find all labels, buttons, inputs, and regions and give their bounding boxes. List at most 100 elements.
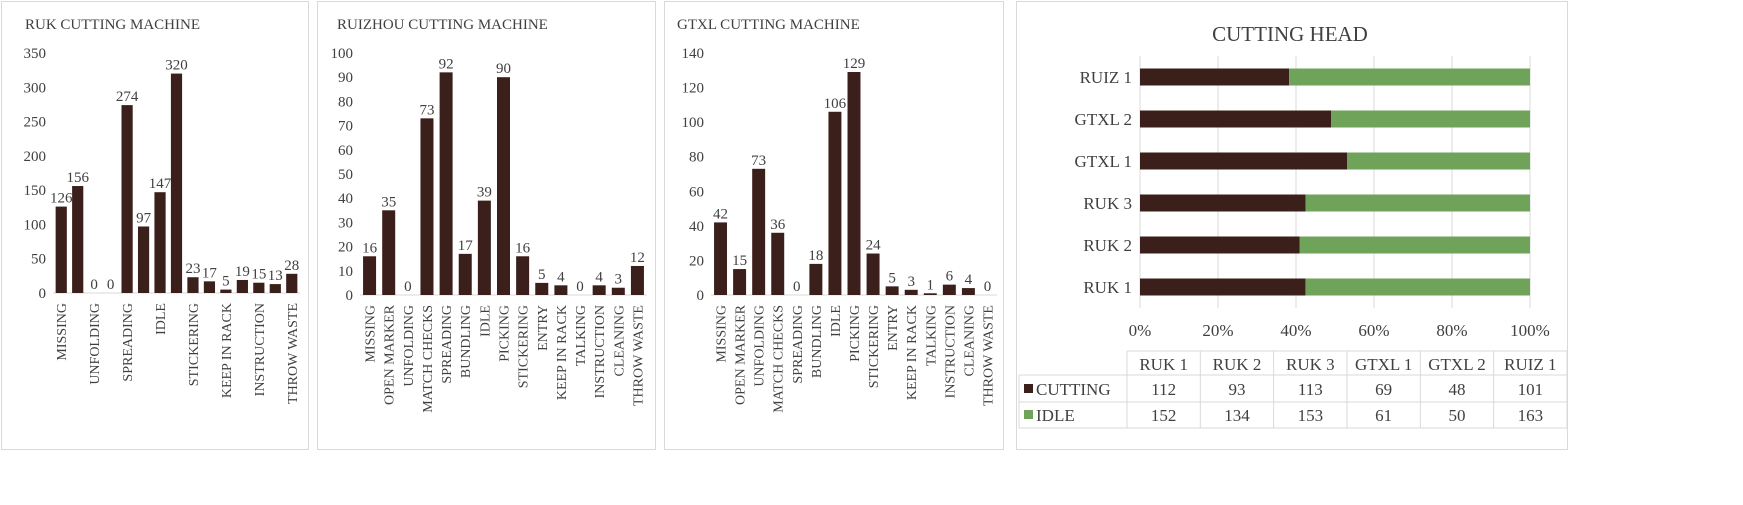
y-tick-label: 30 [338, 215, 353, 231]
y-tick-label: 100 [24, 217, 47, 233]
data-label: 17 [202, 265, 218, 281]
x-tick-label: IDLE [478, 305, 493, 337]
cutting-head-chart: CUTTING HEAD 0% 20% 40% 60% 80% 100% RUK 1 RUK 2… [1018, 22, 1568, 429]
bar [592, 285, 606, 295]
bar [554, 285, 568, 295]
y-tick-label: 150 [24, 183, 47, 199]
data-label: 4 [557, 269, 565, 285]
data-label: 0 [90, 277, 98, 293]
x-tick-label: TALKING [574, 305, 589, 366]
data-label: 73 [751, 153, 766, 169]
bar-cutting [1140, 152, 1347, 170]
y-tick-label: 120 [682, 81, 705, 97]
table-cell: 50 [1449, 406, 1466, 425]
bar [154, 192, 166, 293]
data-label: 4 [595, 269, 603, 285]
bar [420, 118, 434, 295]
bar [904, 289, 918, 295]
bar-idle [1299, 236, 1530, 254]
bar [382, 210, 396, 295]
x-tick-label: BUNDLING [459, 305, 474, 378]
x-tick-label: THROW WASTE [981, 305, 996, 406]
data-label: 73 [419, 102, 434, 118]
table-cell: 48 [1449, 380, 1466, 399]
bar [363, 256, 377, 295]
y-tick-label: GTXL 1 [1075, 152, 1132, 171]
y-tick-label: 60 [689, 184, 704, 200]
data-label: 42 [713, 206, 728, 222]
bar-idle [1305, 278, 1530, 296]
y-tick-label: RUK 1 [1083, 278, 1132, 297]
y-tick-label: 40 [338, 191, 353, 207]
y-tick-label: 60 [338, 143, 353, 159]
y-tick-label: 90 [338, 70, 353, 86]
data-label: 16 [362, 240, 378, 256]
x-tick-label: UNFOLDING [753, 305, 768, 387]
data-label: 156 [66, 170, 89, 186]
x-tick-label: INSTRUCTION [943, 305, 958, 398]
x-tick-label: SPREADING [440, 305, 455, 384]
x-tick-label: CLEANING [612, 305, 627, 377]
y-tick-label: GTXL 2 [1075, 110, 1132, 129]
bar [733, 269, 747, 295]
data-label: 106 [824, 96, 847, 112]
x-tick-label: 100% [1510, 321, 1550, 340]
data-label: 19 [235, 264, 250, 280]
bar [496, 77, 511, 295]
table-header: RUIZ 1 [1504, 355, 1556, 374]
data-label: 16 [515, 240, 531, 256]
data-label: 6 [946, 269, 954, 285]
data-label: 15 [732, 253, 747, 269]
data-label: 24 [866, 238, 882, 254]
x-tick-label: PICKING [498, 305, 513, 362]
table-header: RUK 3 [1286, 355, 1335, 374]
bar [220, 289, 232, 293]
x-tick-label: 80% [1436, 321, 1467, 340]
y-tick-label: 350 [24, 46, 47, 62]
x-tick-label: IDLE [829, 305, 844, 337]
ruizhou-cutting-machine-chart: RUIZHOU CUTTING MACHINE01020304050607080… [331, 17, 647, 413]
table-cell: 153 [1298, 406, 1324, 425]
data-label: 274 [116, 89, 139, 105]
bar [170, 73, 183, 293]
data-label: 3 [615, 272, 623, 288]
y-tick-label: 10 [338, 264, 353, 280]
data-label: 0 [793, 279, 801, 295]
y-tick-label: 0 [346, 288, 354, 304]
bar [942, 284, 956, 295]
data-label: 126 [50, 191, 73, 207]
bar-cutting [1140, 68, 1290, 86]
y-tick-label: 50 [338, 167, 353, 183]
bar-cutting [1140, 278, 1306, 296]
table-cell: 93 [1229, 380, 1246, 399]
x-tick-label: STICKERING [867, 305, 882, 388]
x-tick-label: BUNDLING [810, 305, 825, 378]
gtxl-chart-panel: GTXL CUTTING MACHINE 0 20 40 60 80 100 120 140 42… [664, 1, 1004, 450]
legend-label: IDLE [1036, 406, 1075, 425]
y-tick-label: 80 [689, 150, 704, 166]
gtxl-cutting-machine-chart: GTXL CUTTING MACHINE02040608010012014042… [677, 17, 997, 413]
y-tick-label: 20 [338, 240, 353, 256]
data-label: 18 [808, 248, 823, 264]
bar [630, 265, 644, 295]
table-header: GTXL 2 [1428, 355, 1485, 374]
x-tick-label: 20% [1202, 321, 1233, 340]
table-header: GTXL 1 [1355, 355, 1412, 374]
bar [458, 253, 472, 295]
bar-idle [1331, 110, 1530, 128]
data-label: 0 [576, 279, 584, 295]
bar [923, 293, 937, 295]
x-tick-label: PICKING [848, 305, 863, 362]
data-label: 90 [496, 61, 511, 77]
bar-cutting [1140, 110, 1332, 128]
ruizhou-chart-panel: RUIZHOU CUTTING MACHINE 0 10 20 30 40 50 60 70 80… [317, 1, 656, 450]
x-tick-label: SPREADING [121, 303, 136, 382]
x-tick-label: MISSING [364, 305, 379, 363]
x-tick-label: MATCH CHECKS [772, 305, 787, 413]
bar [72, 186, 84, 293]
data-label: 28 [284, 258, 299, 274]
bar [439, 72, 453, 295]
data-label: 147 [149, 176, 172, 192]
data-label: 0 [404, 279, 412, 295]
data-label: 12 [630, 250, 645, 266]
